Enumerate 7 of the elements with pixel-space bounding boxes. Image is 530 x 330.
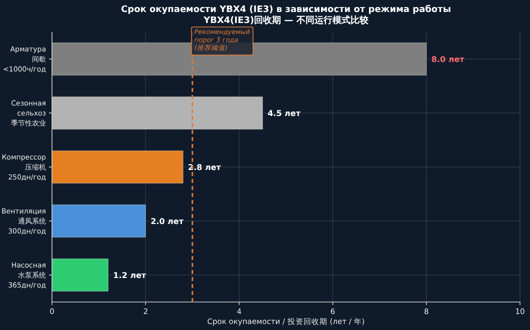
data-label: 2.0 лет xyxy=(150,217,184,226)
data-label: 1.2 лет xyxy=(113,271,146,280)
data-label: 4.5 лет xyxy=(268,109,301,118)
chart-title: Срок окупаемости YBX4 (IE3) в зависимости от режима работы xyxy=(121,4,451,15)
data-label: 8.0 лет xyxy=(431,55,465,64)
chart-subtitle: YBX4(IE3)回收期 — 不同运行模式比较 xyxy=(202,15,370,26)
data-label: 2.8 лет xyxy=(188,163,222,172)
